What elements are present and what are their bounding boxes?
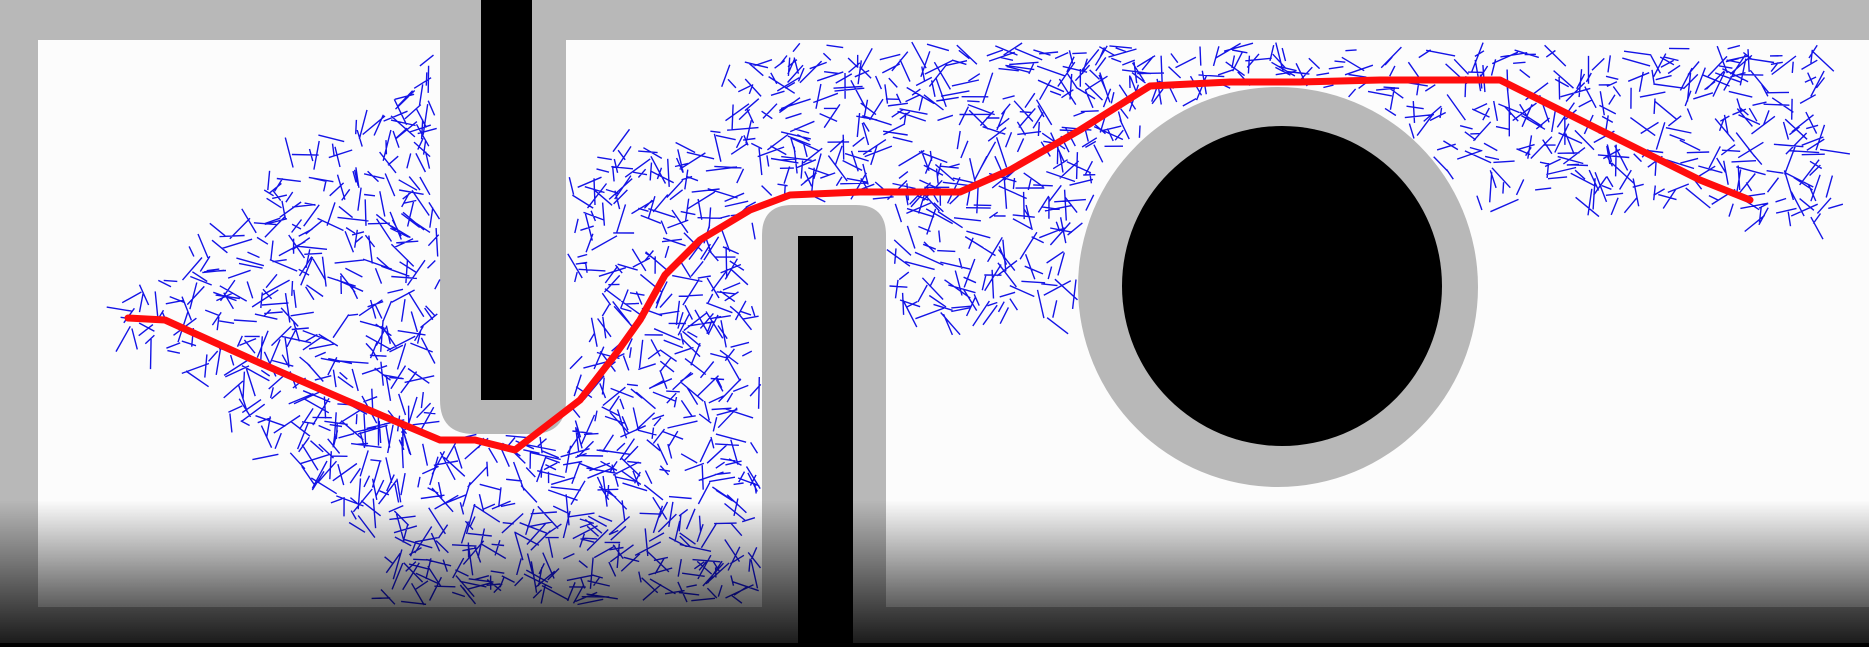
round-obstacle [1122,126,1442,446]
bottom-wall-obstacle [798,236,853,643]
top-wall-obstacle [481,0,532,400]
